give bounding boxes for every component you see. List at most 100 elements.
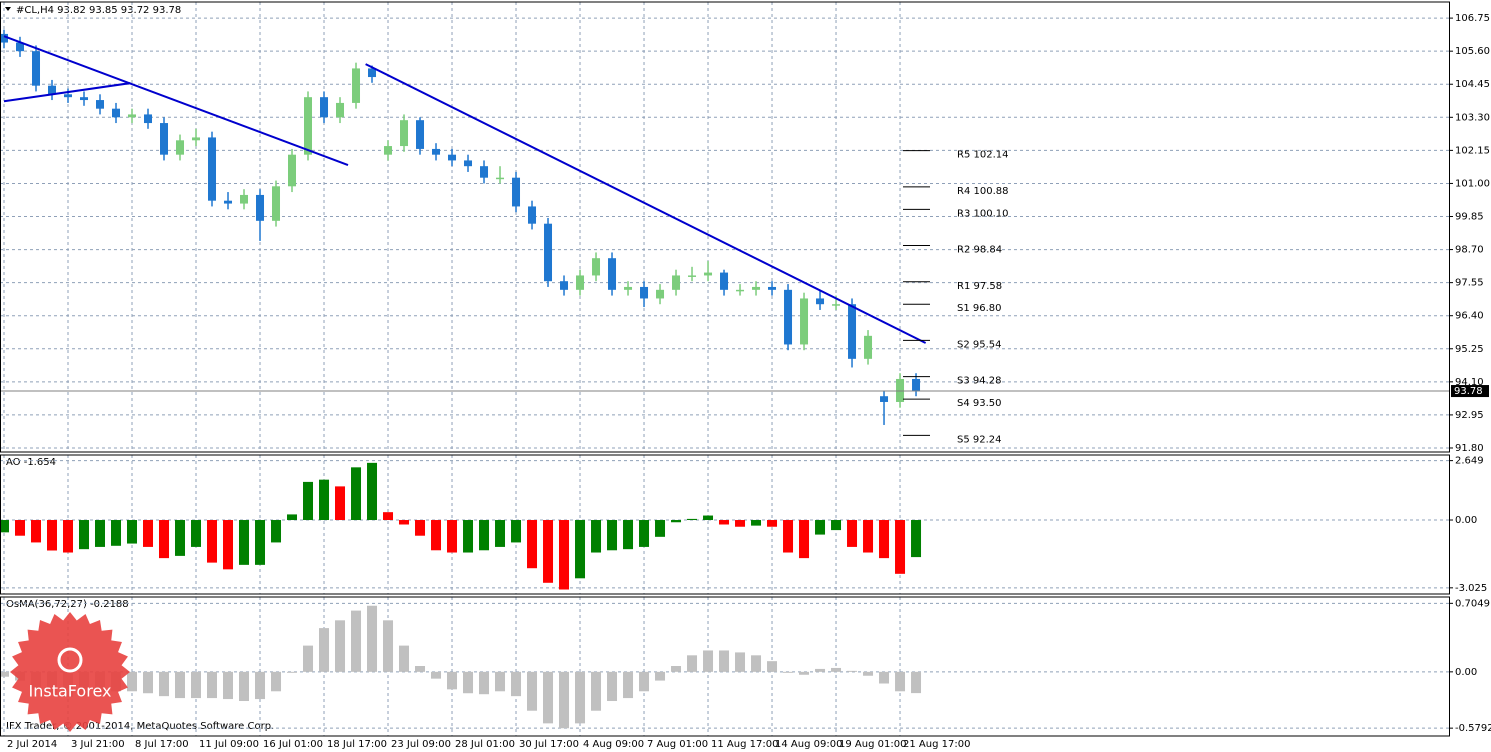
- x-tick-label: 11 Jul 09:00: [199, 739, 259, 750]
- histogram-bar: [895, 671, 906, 692]
- x-tick-label: 28 Jul 01:00: [455, 739, 515, 750]
- pivot-label: R5 102.14: [957, 150, 1008, 161]
- candle-body: [240, 194, 249, 204]
- histogram-bar: [319, 479, 330, 521]
- candle-body: [208, 137, 217, 201]
- candle-body: [896, 378, 905, 402]
- candle-body: [416, 120, 425, 149]
- histogram-bar: [0, 520, 10, 533]
- histogram-bar: [511, 671, 522, 697]
- candle-body: [560, 281, 569, 290]
- histogram-bar: [239, 671, 250, 702]
- footer: IFX Trader, © 2001-2014, MetaQuotes Soft…: [6, 721, 274, 732]
- pivot-label: S4 93.50: [957, 398, 1002, 409]
- histogram-bar: [767, 520, 778, 527]
- histogram-bar: [543, 520, 554, 583]
- candle-body: [672, 275, 681, 290]
- panel-frame: [0, 454, 1450, 595]
- histogram-bar: [607, 520, 618, 551]
- histogram-bar: [591, 671, 602, 711]
- candle-body: [688, 275, 697, 277]
- histogram-bar: [351, 610, 362, 672]
- y-tick-label: 96.40: [1455, 311, 1484, 322]
- candle-body: [800, 298, 809, 345]
- candle-body: [704, 272, 713, 276]
- x-tick-label: 23 Jul 09:00: [391, 739, 451, 750]
- candle-body: [512, 177, 521, 207]
- pivot-label: R4 100.88: [957, 186, 1008, 197]
- logo-text: InstaForex: [29, 682, 112, 701]
- histogram-bar: [591, 520, 602, 553]
- histogram-bar: [367, 605, 378, 672]
- candle-body: [80, 97, 89, 101]
- histogram-bar: [719, 650, 730, 672]
- candle-body: [336, 102, 345, 118]
- histogram-bar: [783, 520, 794, 553]
- candle-body: [352, 68, 361, 103]
- x-tick-label: 4 Aug 09:00: [583, 739, 644, 750]
- y-tick-label: 104.45: [1455, 79, 1490, 90]
- histogram-bar: [495, 520, 506, 547]
- histogram-bar: [415, 520, 426, 536]
- histogram-bar: [303, 481, 314, 521]
- y-tick-label: 92.95: [1455, 410, 1484, 421]
- candle-body: [368, 68, 377, 78]
- histogram-bar: [127, 520, 138, 544]
- histogram-bar: [207, 671, 218, 699]
- histogram-bar: [831, 520, 842, 531]
- histogram-bar: [911, 520, 922, 558]
- histogram-bar: [111, 520, 122, 546]
- histogram-bar: [31, 520, 42, 543]
- candle-body: [48, 85, 57, 95]
- histogram-bar: [639, 520, 650, 547]
- x-tick-label: 3 Jul 21:00: [71, 739, 125, 750]
- histogram-bar: [703, 650, 714, 672]
- candle-body: [544, 223, 553, 282]
- candle-body: [496, 177, 505, 180]
- pivot-label: S1 96.80: [957, 303, 1002, 314]
- x-tick-label: 16 Jul 01:00: [263, 739, 323, 750]
- histogram-bar: [303, 645, 314, 672]
- histogram-bar: [95, 520, 106, 547]
- histogram-bar: [239, 520, 250, 565]
- histogram-bar: [543, 671, 554, 724]
- menu-arrow[interactable]: [5, 7, 11, 11]
- histogram-bar: [751, 655, 762, 672]
- histogram-bar: [351, 467, 362, 521]
- candle-body: [192, 137, 201, 141]
- candle-body: [656, 289, 665, 299]
- pivot-label: R3 100.10: [957, 208, 1008, 219]
- histogram-bar: [847, 520, 858, 547]
- histogram-bar: [623, 520, 634, 550]
- histogram-bar: [671, 520, 682, 523]
- candle-body: [272, 186, 281, 221]
- y-tick-label: -3.025: [1455, 583, 1487, 594]
- histogram-bar: [815, 520, 826, 535]
- histogram-bar: [527, 520, 538, 569]
- histogram-bar: [367, 462, 378, 521]
- candle-body: [464, 160, 473, 167]
- histogram-bar: [575, 520, 586, 579]
- histogram-bar: [383, 512, 394, 521]
- candle-body: [624, 286, 633, 290]
- histogram-bar: [559, 520, 570, 590]
- candle-body: [608, 258, 617, 290]
- trend-line: [3, 82, 131, 103]
- histogram-bar: [15, 520, 26, 536]
- histogram-bar: [783, 671, 794, 673]
- histogram-bar: [47, 520, 58, 551]
- y-tick-label: 97.55: [1455, 278, 1484, 289]
- panel-frame: [0, 596, 1450, 737]
- histogram-bar: [863, 671, 874, 676]
- y-tick-label: 2.649: [1455, 456, 1484, 467]
- histogram-bar: [207, 520, 218, 563]
- candle-body: [720, 272, 729, 290]
- y-tick-label: -0.5792: [1455, 723, 1491, 734]
- pivot-label: S2 95.54: [957, 339, 1002, 350]
- y-tick-label: 101.00: [1455, 178, 1490, 189]
- trend-line: [3, 35, 349, 166]
- histogram-bar: [383, 620, 394, 672]
- histogram-bar: [223, 671, 234, 700]
- histogram-bar: [911, 671, 922, 694]
